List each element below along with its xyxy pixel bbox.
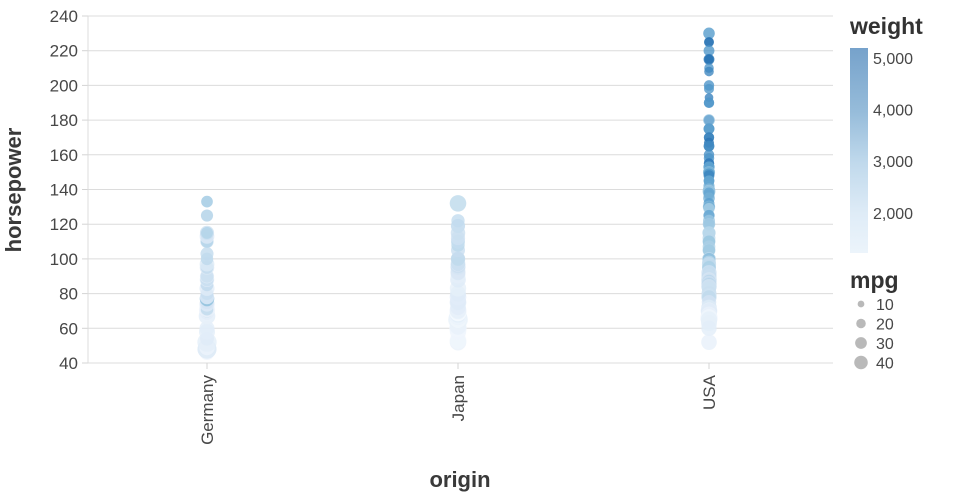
mpg-legend-label: 10 <box>876 297 894 314</box>
data-point <box>701 320 717 336</box>
weight-legend-label: 4,000 <box>873 103 913 120</box>
y-tick-label: 200 <box>50 76 78 95</box>
data-point <box>704 66 714 77</box>
weight-legend-labels: 5,000 4,000 3,000 2,000 <box>873 51 913 223</box>
y-tick-label: 120 <box>50 215 78 234</box>
y-axis-title: horsepower <box>1 127 26 252</box>
data-point <box>703 53 715 65</box>
data-point <box>704 37 714 47</box>
y-tick-label: 40 <box>59 354 78 373</box>
x-axis-labels: Germany Japan USA <box>198 374 719 445</box>
x-tick-label: Japan <box>449 375 468 421</box>
data-point <box>451 214 465 228</box>
data-point <box>703 27 715 40</box>
data-point <box>703 123 715 135</box>
y-tick-label: 140 <box>50 181 78 200</box>
mpg-legend-circle <box>855 337 867 349</box>
data-point <box>449 195 467 212</box>
x-axis-title: origin <box>429 467 490 492</box>
y-tick-label: 60 <box>59 319 78 338</box>
mpg-legend-circle <box>856 318 866 329</box>
y-tick-label: 180 <box>50 111 78 130</box>
data-point <box>703 45 715 57</box>
mpg-legend-circle <box>857 300 865 308</box>
x-tick-label: Germany <box>198 375 217 445</box>
y-tick-label: 160 <box>50 146 78 165</box>
weight-legend-label: 2,000 <box>873 206 913 223</box>
data-point <box>200 209 214 222</box>
weight-legend-label: 3,000 <box>873 154 913 171</box>
x-tick-label: USA <box>700 374 719 410</box>
axes <box>82 15 833 369</box>
data-point <box>703 83 715 94</box>
weight-legend: weight 5,000 4,000 3,000 2,000 <box>849 13 923 253</box>
mpg-legend-label: 40 <box>876 356 894 373</box>
data-point <box>201 195 213 208</box>
data-point <box>701 334 717 350</box>
weight-gradient-bar <box>850 48 868 253</box>
mpg-legend-title: mpg <box>850 267 899 293</box>
mpg-legend-circle <box>854 355 868 370</box>
y-axis-labels: 40 60 80 100 120 140 160 180 200 220 240 <box>50 7 78 373</box>
mpg-legend-label: 20 <box>876 317 894 334</box>
data-point <box>199 320 215 336</box>
data-point <box>201 226 213 239</box>
y-tick-label: 240 <box>50 7 78 26</box>
y-tick-label: 220 <box>50 42 78 61</box>
weight-legend-label: 5,000 <box>873 51 913 68</box>
data-points <box>197 27 718 360</box>
data-point <box>703 140 715 152</box>
y-tick-label: 100 <box>50 250 78 269</box>
mpg-legend-rows: 10 20 30 40 <box>854 297 894 373</box>
mpg-legend: mpg 10 20 30 40 <box>850 267 899 373</box>
data-point <box>200 247 214 261</box>
data-point <box>703 97 715 108</box>
weight-legend-title: weight <box>849 13 923 39</box>
data-point <box>703 114 715 126</box>
mpg-legend-label: 30 <box>876 336 894 353</box>
y-tick-label: 80 <box>59 285 78 304</box>
